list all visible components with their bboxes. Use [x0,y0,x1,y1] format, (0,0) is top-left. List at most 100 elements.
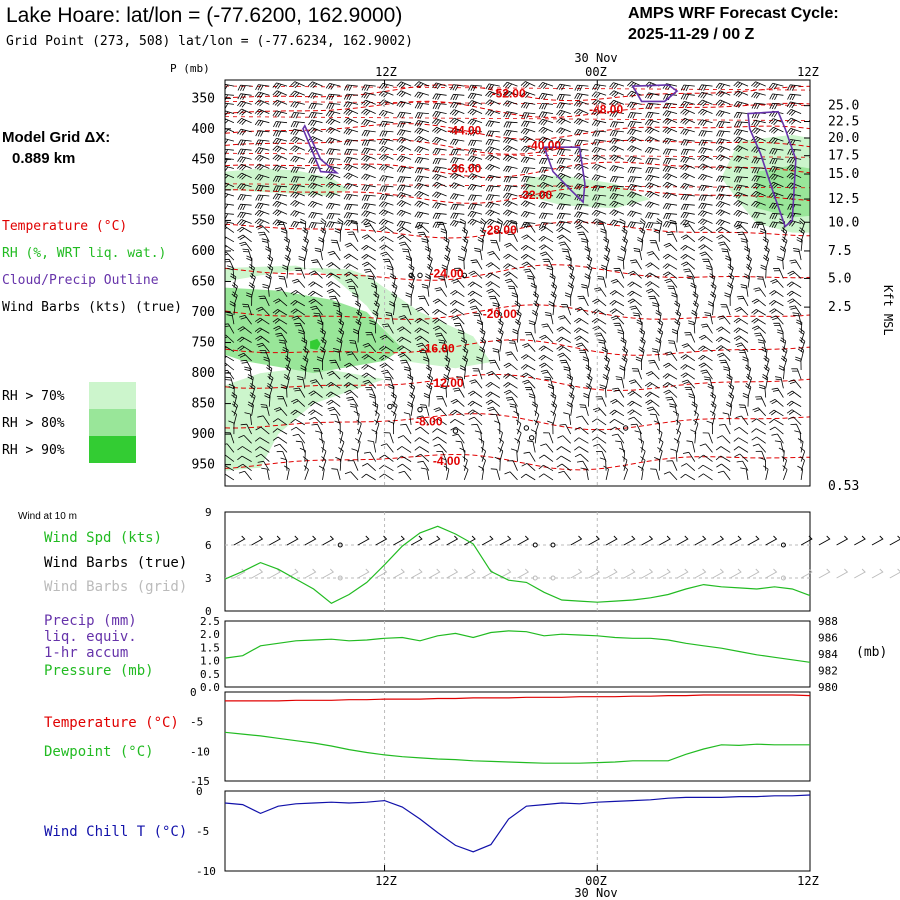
wind-barb [653,420,660,435]
wind-barb [485,381,501,389]
wind-barb [633,247,642,261]
wind-barb [769,148,784,155]
wind-barb [699,251,713,261]
wind-barb [503,389,518,398]
wind-barb [378,110,394,117]
pressure-unit-label: (mb) [856,645,887,660]
wind-barb [757,339,767,352]
wind-barb [383,432,394,444]
wind-barb [557,435,571,444]
wind-barb [755,396,767,407]
wind-barb [470,259,483,270]
wind-barb [403,366,412,380]
wind-barb [424,245,431,261]
wind-barb [283,236,290,251]
wind-barb [514,438,521,453]
wind-barb [718,241,731,252]
wind-barb [225,118,235,124]
wind-barb [421,238,430,251]
wind-barb [292,433,306,444]
wind-barb [390,392,397,407]
wind-barb [325,83,341,90]
wind-barb [557,315,572,325]
wind-barb [538,111,554,118]
wind-barb [478,465,485,480]
wind-barb [467,129,483,137]
wind-barb [706,420,713,435]
wind-barb [538,136,554,144]
wind-barb [225,443,235,453]
wind-barb [361,155,376,162]
wind-barb-grid [410,568,423,579]
wind-barb [639,218,646,233]
wind-barb [775,376,784,389]
wind-barb [242,303,252,316]
wind-barb [710,401,717,416]
wind-barb [592,194,607,201]
wind-barb [449,220,465,227]
wind-barb [728,272,735,288]
wind-barb [662,263,678,270]
wind-barb [242,248,252,261]
wind-barb [599,457,607,471]
wind-barb [591,99,607,107]
wind-barb [556,83,571,91]
wind-barb [797,346,805,361]
wind-barb-true [570,535,583,546]
wind-barb [326,370,341,380]
wind-barb [308,390,323,398]
wind-barb-true [304,535,317,546]
wind-barb [388,300,396,316]
cloud-outline [747,110,797,228]
wind-panel [224,511,811,612]
wind-barb [240,423,252,435]
wind-barb [520,200,536,208]
wind-barb [786,117,802,125]
wind-barb [613,267,625,279]
wind-barb [751,428,766,435]
wind-barb [604,245,611,261]
temperature-tick-label: -15 [190,775,210,788]
wind-barb [733,184,749,192]
wind-barb [485,120,500,128]
wind-barb [724,292,731,306]
wind-barb [371,282,378,297]
wind-barb [449,101,465,109]
wind-barb [675,419,681,435]
wind-barb [645,399,660,407]
wind-barb [556,93,571,101]
wind-barb [272,175,288,183]
wind-barb [414,81,430,89]
wind-barb [715,82,731,90]
wind-barb [690,282,697,297]
wind-barb [733,426,749,435]
wind-barb [309,379,323,389]
wind-barb [663,389,678,398]
wind-barb [373,291,380,307]
wind-barb [568,392,575,407]
wind-barb [344,389,359,398]
wind-barb [432,82,447,90]
wind-barb [627,156,642,163]
wind-barb [283,373,290,389]
wind-barb [717,315,731,325]
wind-barb [237,100,252,108]
wind-barb [514,300,521,316]
isotherm-label: -48.00 [589,102,623,116]
wind-barb [343,253,359,261]
wind-barb [680,253,696,261]
top-tick-12z-a: 12Z [375,65,397,79]
wind-barb [573,108,589,116]
wind-barb [374,410,380,426]
wind-barb [361,99,376,107]
wind-barb [280,384,288,398]
pressure-tick-label: 350 [192,91,215,106]
wind-barb [414,211,429,219]
wind-barb-grid [889,568,900,579]
wind-barb-true [499,535,512,546]
wind-barb [520,191,536,199]
wind-barb [495,310,502,325]
wind-barb [556,463,571,472]
wind-barb [423,392,430,407]
wind-barb [733,191,749,199]
